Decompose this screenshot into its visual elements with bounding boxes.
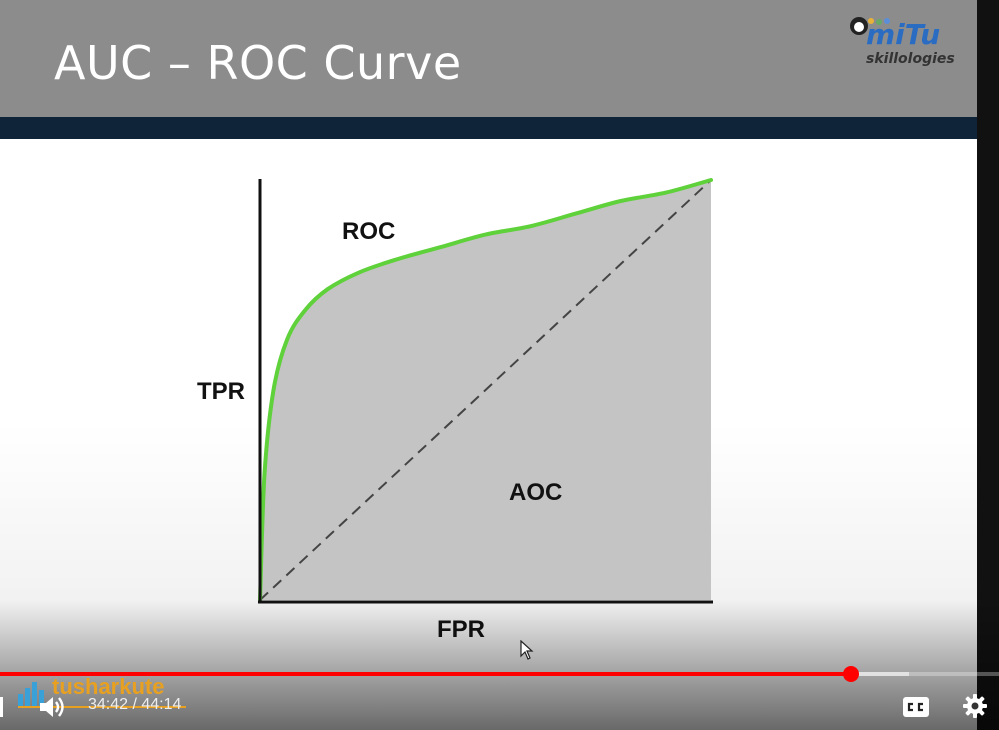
controls-gradient: [0, 600, 999, 730]
volume-icon[interactable]: [38, 694, 66, 720]
logo-text: miTu: [866, 18, 941, 51]
progress-bar-played: [0, 672, 851, 676]
mouse-cursor-icon: [520, 640, 534, 660]
settings-gear-icon[interactable]: [962, 693, 988, 719]
closed-captions-icon[interactable]: [902, 696, 930, 718]
watermark-text: tusharkute: [52, 674, 165, 699]
time-display: 34:42 / 44:14: [88, 696, 182, 713]
title-divider-band: [0, 117, 977, 139]
roc-chart: [258, 178, 713, 604]
play-button-edge[interactable]: [0, 697, 3, 717]
slide-title-bar: AUC – ROC Curve: [0, 0, 977, 117]
y-axis-label: TPR: [197, 378, 245, 405]
slide-title: AUC – ROC Curve: [54, 36, 462, 90]
progress-scrubber-handle[interactable]: [842, 666, 859, 682]
roc-annotation: ROC: [342, 218, 396, 245]
random-classifier-line: [259, 179, 712, 601]
roc-curve-line: [258, 178, 713, 602]
logo-subtext: skillologies: [866, 51, 955, 67]
aoc-annotation: AOC: [509, 479, 563, 506]
tusharkute-watermark-icon: [18, 682, 186, 708]
video-edge: [977, 0, 999, 730]
mitu-logo-icon: [850, 17, 890, 35]
